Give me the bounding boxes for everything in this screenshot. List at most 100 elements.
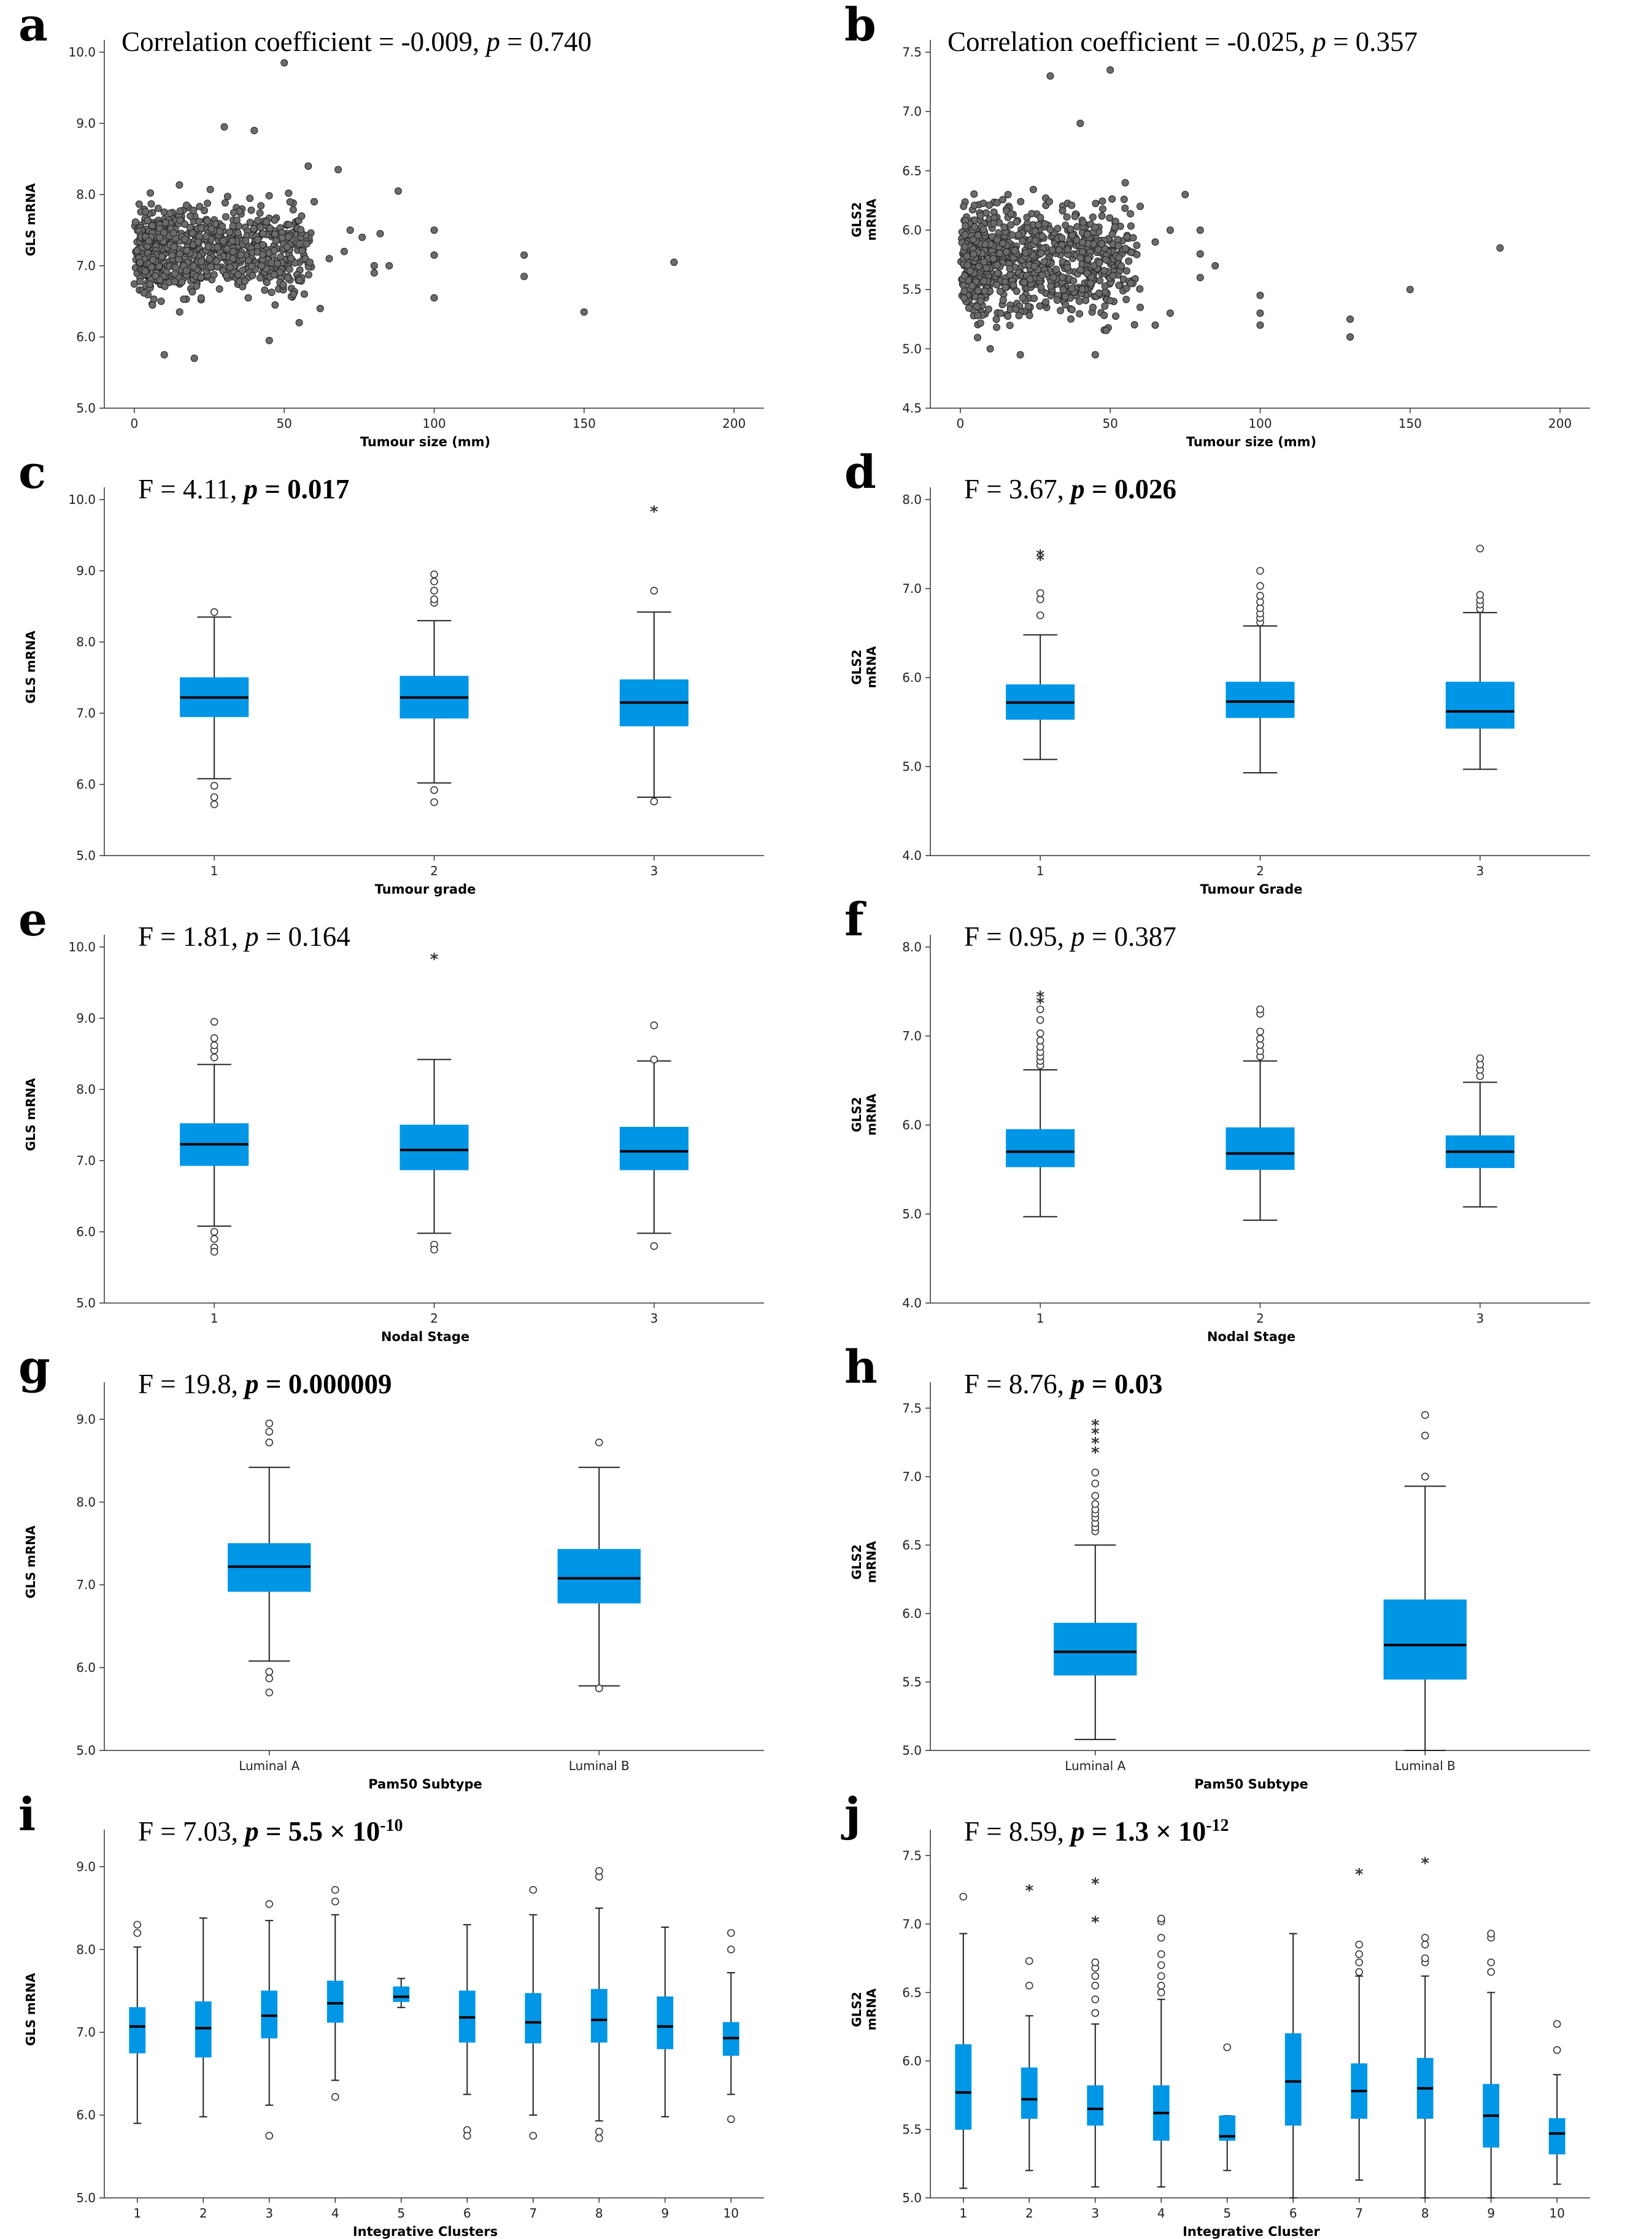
scatter-point xyxy=(154,204,162,212)
stat-p-value: = 0.026 xyxy=(1084,474,1177,505)
x-tick-label: 50 xyxy=(1102,416,1117,431)
x-tick-label: 1 xyxy=(1036,1311,1044,1326)
scatter-point xyxy=(246,218,254,226)
scatter-point xyxy=(271,301,279,309)
scatter-point xyxy=(216,228,224,236)
outlier-point xyxy=(727,1946,735,1954)
box-3 xyxy=(261,1900,278,2140)
outlier-point xyxy=(430,786,438,794)
scatter-point xyxy=(266,224,274,232)
y-axis-label: GLS2 mRNA xyxy=(849,1541,879,1584)
outlier-point xyxy=(1476,1072,1484,1080)
scatter-point xyxy=(1100,311,1108,319)
outlier-point xyxy=(210,800,218,808)
scatter-point xyxy=(1076,310,1084,318)
box-4 xyxy=(1152,1914,1170,2188)
panel-i: 5.0 6.0 7.0 8.0 9.0 1 2 3 4 5 6 7 8 9 10 i F = 7.03, p =… xyxy=(0,1788,826,2239)
scatter-point xyxy=(1114,242,1122,250)
scatter-point xyxy=(980,277,988,285)
y-axis-label: GLS mRNA xyxy=(23,1525,38,1599)
outlier-point xyxy=(1421,1941,1429,1949)
scatter-point xyxy=(197,273,205,281)
scatter-point xyxy=(259,241,267,249)
scatter-point xyxy=(1346,333,1354,341)
scatter-point xyxy=(226,263,234,271)
scatter-point xyxy=(1047,282,1055,290)
outlier-point xyxy=(463,2132,471,2140)
scatter-point xyxy=(1019,238,1027,245)
scatter-point xyxy=(340,247,348,255)
outlier-point xyxy=(1036,1036,1044,1045)
stat-p-value: = 0.017 xyxy=(258,474,350,505)
box-iqr xyxy=(1383,1599,1467,1680)
scatter-point xyxy=(230,247,237,255)
outlier-point xyxy=(595,1866,603,1875)
scatter-point xyxy=(580,308,588,316)
outlier-point xyxy=(210,793,218,802)
scatter-point xyxy=(1256,321,1264,329)
scatter-point xyxy=(176,250,183,258)
y-axis-label: GLS mRNA xyxy=(23,1078,38,1151)
box-1: ** xyxy=(1006,547,1075,760)
panel-h: 5.0 5.5 6.0 6.5 7.0 7.5 Luminal A * * * * Luminal B… xyxy=(826,1341,1652,1792)
box-3 xyxy=(619,1021,689,1250)
outlier-point xyxy=(1355,1941,1364,1949)
scatter-point xyxy=(263,279,271,287)
scatter-point xyxy=(298,247,306,255)
scatter-point xyxy=(1166,309,1174,317)
box-3: ** xyxy=(1087,1875,1104,2188)
scatter-point xyxy=(176,181,183,189)
y-tick-label: 7.0 xyxy=(902,1917,922,1932)
scatter-point xyxy=(1108,195,1116,203)
scatter-point xyxy=(1102,256,1110,264)
x-tick-label: 1 xyxy=(1036,864,1044,878)
x-tick-label: 0 xyxy=(130,416,138,431)
scatter-point xyxy=(960,294,968,302)
x-tick-label: 100 xyxy=(1248,416,1272,431)
scatter-point xyxy=(1166,226,1174,234)
scatter-point xyxy=(1055,246,1063,254)
scatter-point xyxy=(311,198,318,206)
scatter-point xyxy=(188,288,196,296)
scatter-point xyxy=(287,255,295,262)
stat-annotation: F = 8.59, p = 1.3 × 10-12 xyxy=(964,1816,1229,1847)
extreme-point: * xyxy=(1036,994,1044,1013)
scatter-point xyxy=(1040,258,1048,266)
panel-letter: i xyxy=(18,1788,36,1841)
outlier-point xyxy=(1476,1061,1484,1069)
outlier-point xyxy=(1091,1491,1100,1500)
scatter-point xyxy=(979,225,987,233)
scatter-point xyxy=(160,229,168,236)
stat-p-label: p xyxy=(1071,1369,1085,1399)
outlier-point xyxy=(265,1668,274,1676)
scatter-point xyxy=(1095,289,1103,297)
stat-p-value: = 1.3 × 10 xyxy=(1084,1816,1206,1847)
box-iqr xyxy=(557,1549,641,1604)
scatter-point xyxy=(994,269,1002,277)
scatter-point xyxy=(1087,279,1094,287)
box-1 xyxy=(180,1018,249,1256)
x-tick-label: 2 xyxy=(1025,2206,1033,2221)
scatter-point xyxy=(1070,277,1078,285)
scatter-point xyxy=(170,243,178,251)
y-tick-label: 6.0 xyxy=(902,223,922,238)
box-2 xyxy=(399,570,469,806)
outlier-point xyxy=(430,798,438,806)
box-8: * xyxy=(1416,1854,1434,2198)
scatter-point xyxy=(1079,239,1087,247)
outlier-point xyxy=(1036,1016,1044,1024)
outlier-point xyxy=(650,1055,658,1064)
stat-prefix: F = 8.76, xyxy=(964,1369,1071,1399)
scatter-point xyxy=(198,257,206,265)
outlier-point xyxy=(210,782,218,790)
scatter-point xyxy=(974,312,982,320)
panel-d: 4.0 5.0 6.0 7.0 8.0 1 * * 2 3 d F = 3.67, p = 0.026… xyxy=(826,446,1652,897)
y-tick-label: 7.0 xyxy=(76,706,96,721)
scatter-point xyxy=(1075,297,1083,305)
box-1 xyxy=(180,608,249,808)
extreme-point: * xyxy=(1091,1417,1100,1435)
scatter-point xyxy=(146,280,154,288)
scatter-point xyxy=(994,236,1001,244)
plot-i: 5.0 6.0 7.0 8.0 9.0 1 2 3 4 5 6 7 8 9 10 xyxy=(76,1830,764,2221)
scatter-point xyxy=(1038,232,1046,240)
